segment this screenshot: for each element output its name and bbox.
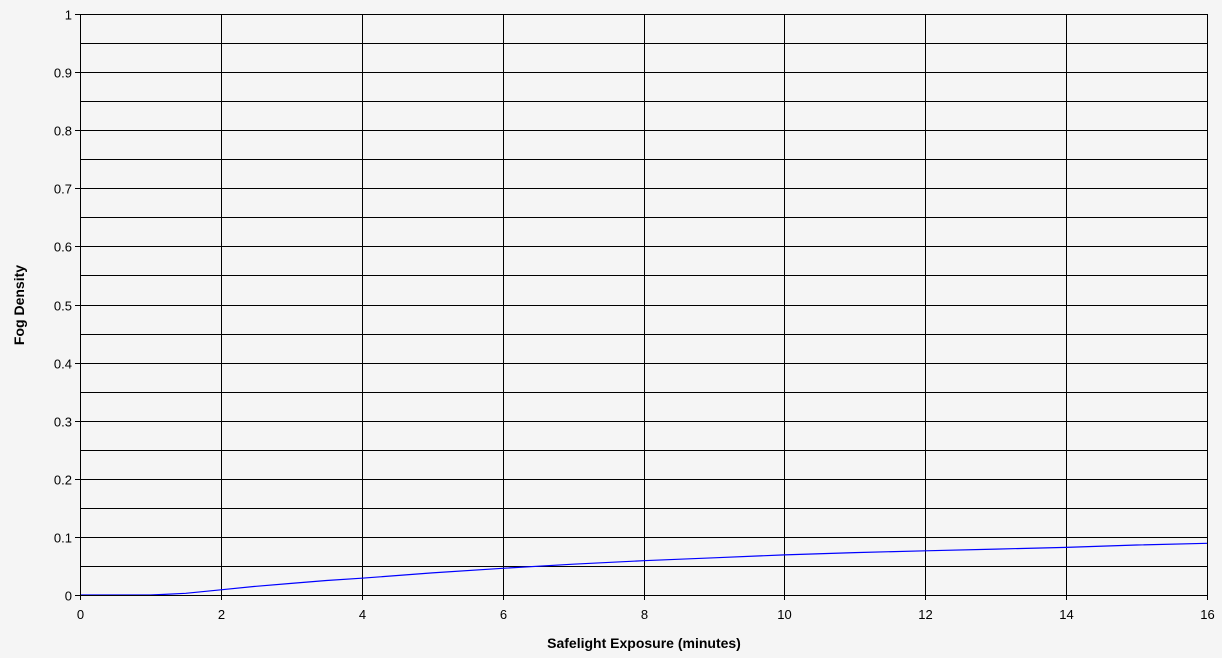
- x-tick-label: 0: [77, 607, 84, 622]
- y-tick-label: 0.3: [54, 415, 72, 430]
- y-tick-label: 0.9: [54, 66, 72, 81]
- y-tick-label: 0.4: [54, 357, 72, 372]
- grid-layer: [80, 14, 1208, 596]
- x-tick-label: 14: [1059, 607, 1073, 622]
- x-tick-label: 4: [359, 607, 366, 622]
- label-layer: 00.10.20.30.40.50.60.70.80.910 2 4 6 8 10 12 14…: [54, 8, 1215, 623]
- series-line: [80, 542, 1208, 596]
- x-axis-title: Safelight Exposure (minutes): [547, 635, 741, 651]
- x-tick-label: 12: [918, 607, 932, 622]
- y-tick-label: 0.6: [54, 240, 72, 255]
- y-tick-label: 1: [65, 8, 72, 23]
- y-tick-label: 0.7: [54, 182, 72, 197]
- x-tick-label: 10: [777, 607, 791, 622]
- y-tick-label: 0.8: [54, 124, 72, 139]
- y-tick-label: 0: [65, 589, 72, 604]
- x-tick-label: 2: [218, 607, 225, 622]
- x-tick-label: 6: [500, 607, 507, 622]
- y-tick-label: 0.1: [54, 531, 72, 546]
- series-layer: [80, 542, 1208, 596]
- x-tick-label: 8: [641, 607, 648, 622]
- x-tick-label: 16: [1200, 607, 1214, 622]
- y-tick-label: 0.5: [54, 299, 72, 314]
- y-tick-label: 0.2: [54, 473, 72, 488]
- y-axis-title: Fog Density: [11, 265, 27, 345]
- axis-layer: [75, 14, 1208, 600]
